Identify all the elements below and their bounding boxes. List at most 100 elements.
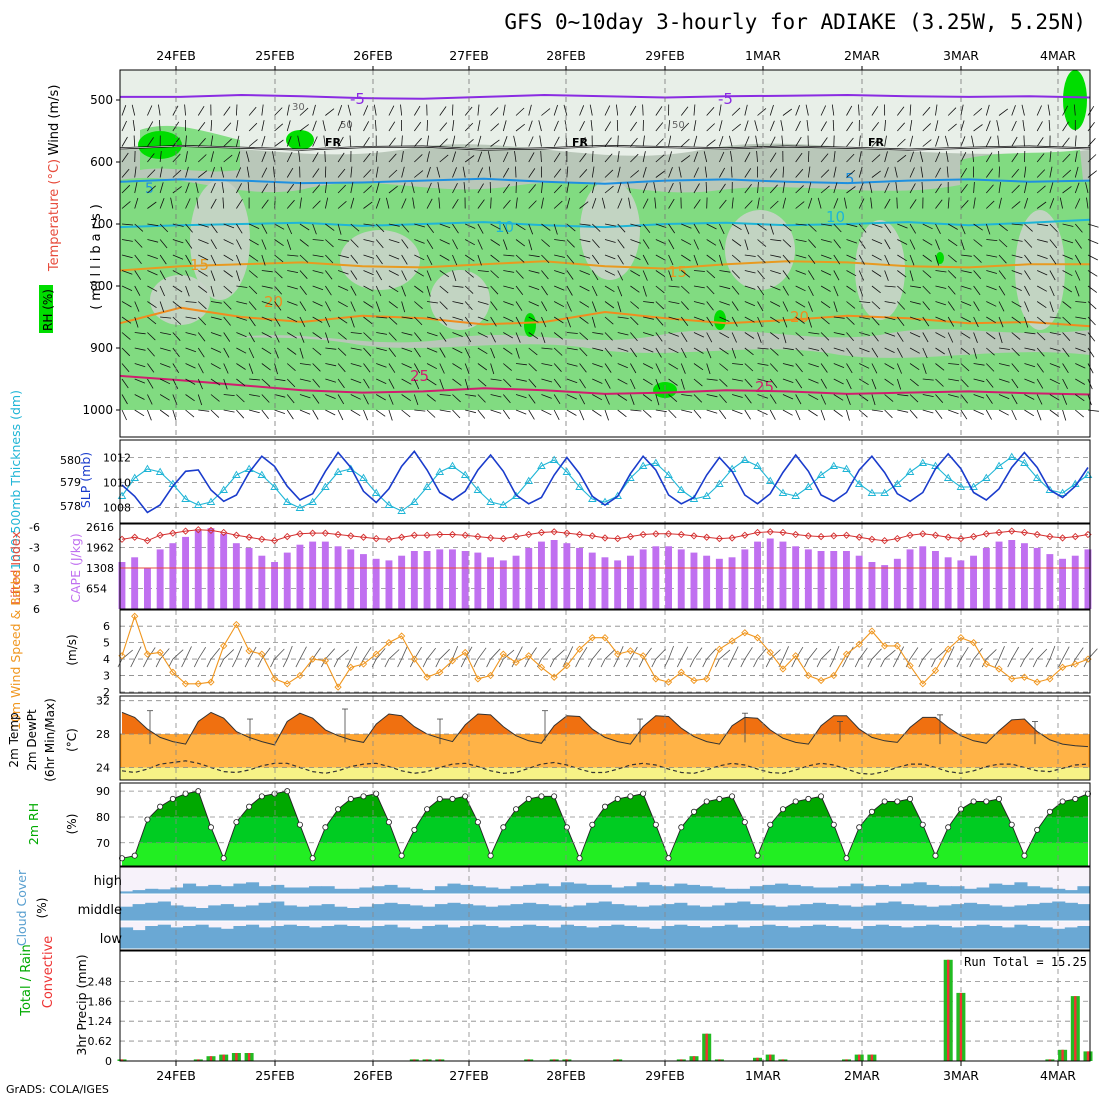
wind-barb: [884, 301, 896, 304]
lifted-index-marker: [1071, 532, 1079, 541]
wind-barb: [909, 363, 920, 371]
wind-barb: [782, 363, 794, 367]
cloud-bar: [938, 905, 952, 921]
date-label-top: 4MAR: [1040, 48, 1076, 63]
wind-barb: [210, 378, 221, 386]
wind-barb: [437, 182, 441, 194]
cloud-bar: [888, 901, 902, 921]
cloud-bar: [233, 906, 247, 921]
cloud-bar: [397, 904, 411, 921]
wind-barb: [1011, 105, 1016, 116]
wind-barb: [121, 201, 131, 209]
wind-barb: [831, 104, 835, 116]
wind-barb: [897, 394, 909, 397]
upper-ylabel-mb: (millibars): [89, 200, 104, 310]
wind-barb: [820, 105, 827, 116]
date-label-top: 28FEB: [546, 48, 586, 63]
lifted-index-marker: [1033, 530, 1041, 539]
cloud-bar: [422, 890, 436, 894]
wind-barb: [121, 270, 133, 275]
wind-barb: [502, 104, 506, 116]
wind-barb: [1062, 105, 1069, 116]
cloud-bar: [497, 927, 511, 949]
lifted-index-marker: [817, 532, 825, 541]
upper-ytick-label: 800: [90, 279, 113, 293]
cape-bar: [1021, 543, 1028, 609]
wind-barb: [299, 223, 310, 231]
wind10-barb-shaft: [371, 658, 377, 668]
wind-barb: [299, 285, 307, 296]
cloud-bar: [775, 883, 789, 894]
wind-barb: [1024, 197, 1029, 209]
thickness-marker: [219, 485, 228, 493]
cloud-bar: [283, 887, 297, 894]
wind-barb: [630, 332, 638, 342]
cloud-bar: [258, 927, 272, 949]
thickness-marker: [193, 500, 203, 508]
wind-barb: [439, 378, 444, 390]
wind10-barb-shaft: [257, 658, 263, 668]
wind-barb: [134, 285, 141, 296]
contour-label-minus5: -5: [718, 90, 733, 108]
thickness-marker: [270, 482, 279, 490]
temp2m-ylabel-temp: 2m Temp: [7, 712, 21, 767]
wind-barb: [770, 301, 781, 307]
cloud-bar: [548, 886, 562, 894]
wind-barb: [769, 168, 778, 178]
cloud-bar: [762, 884, 776, 894]
cape-bar: [868, 562, 876, 609]
lifted-index-marker: [703, 533, 711, 541]
wind10-barb-shaft: [842, 658, 847, 668]
cloud-bar: [989, 883, 1003, 894]
wind-barb: [247, 181, 250, 194]
thickness-marker: [346, 464, 356, 472]
wind-barb: [312, 136, 318, 147]
wind-barb: [477, 183, 484, 194]
cloud-bar: [334, 924, 348, 949]
wind-barb: [350, 332, 362, 334]
wind-barb: [681, 409, 693, 413]
rh2m-marker: [119, 855, 126, 862]
wind-barb: [566, 197, 571, 209]
wind-barb: [159, 301, 165, 313]
rh2m-marker: [563, 824, 570, 831]
cape-bar: [499, 560, 507, 609]
precip-conv-bar: [209, 1056, 213, 1061]
wind-barb: [871, 378, 877, 390]
wind-barb: [960, 270, 972, 274]
wind-barb: [706, 239, 717, 246]
precip-conv-bar: [425, 1059, 429, 1061]
cloud-bar: [724, 902, 738, 921]
wind-barb: [998, 270, 1006, 280]
wind-barb: [210, 135, 214, 147]
wind-barb: [960, 332, 971, 339]
wind-barb: [337, 347, 347, 356]
wind-barb: [719, 223, 725, 235]
cloud-bar: [812, 902, 826, 921]
cape-bar: [817, 551, 825, 609]
cloud-bar: [825, 904, 839, 921]
wind-barb: [1024, 182, 1028, 194]
wind-barb: [681, 223, 692, 229]
wind-barb: [147, 223, 159, 227]
wind-barb: [947, 347, 953, 359]
wind-barb: [579, 223, 591, 226]
wind-barb: [147, 201, 157, 209]
thickness-marker: [651, 458, 661, 466]
wind-barb: [221, 182, 225, 194]
cloud-bar: [913, 882, 927, 894]
wind-barb: [770, 254, 782, 258]
wind-barb: [655, 394, 660, 406]
wind-barb: [147, 285, 158, 292]
wind-barb: [1036, 347, 1045, 357]
wind-barb: [1062, 223, 1074, 227]
wind-barb: [719, 347, 729, 355]
cape-bar: [1046, 554, 1054, 609]
wind-barb: [426, 363, 437, 370]
wind-barb: [642, 104, 644, 116]
wind-barb: [998, 409, 1009, 416]
wind10-barb: [299, 646, 307, 660]
wind10-barb-shaft: [270, 658, 275, 668]
rh2m-marker: [246, 803, 253, 810]
wind-barb: [757, 301, 764, 312]
